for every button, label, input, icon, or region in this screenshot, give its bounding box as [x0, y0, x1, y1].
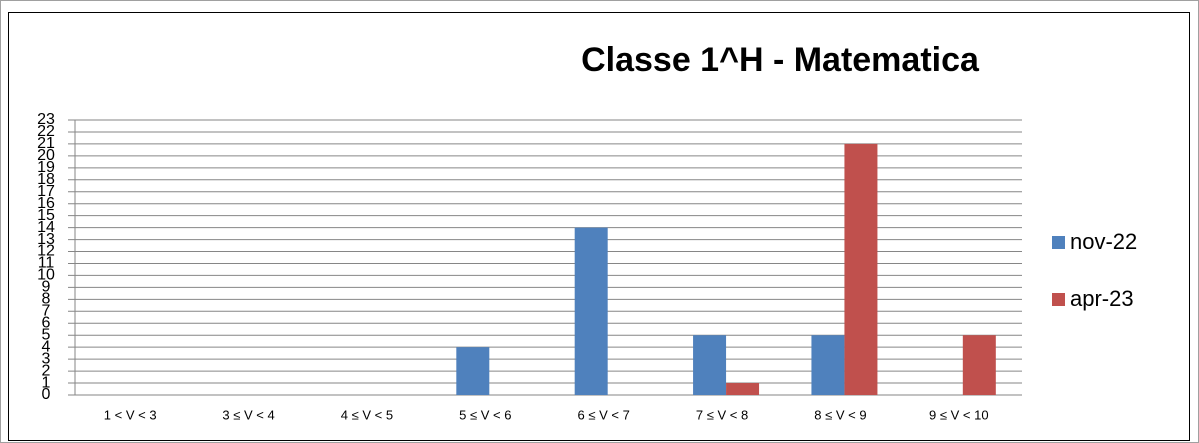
y-tick-label: 20: [37, 147, 55, 164]
legend-label: apr-23: [1070, 286, 1134, 311]
y-tick-label: 15: [37, 207, 55, 224]
bar: [574, 227, 608, 395]
x-tick-label: 5 ≤ V < 6: [459, 407, 511, 422]
x-tick-label: 9 ≤ V < 10: [929, 407, 989, 422]
y-tick-label: 0: [42, 386, 51, 403]
x-tick-label: 8 ≤ V < 9: [814, 407, 866, 422]
y-tick-label: 17: [37, 183, 55, 200]
bar: [844, 143, 878, 395]
y-tick-label: 6: [42, 314, 51, 331]
y-tick-label: 5: [42, 326, 51, 343]
y-tick-label: 11: [38, 255, 55, 272]
y-tick-label: 16: [37, 195, 55, 212]
y-tick-label: 2: [42, 362, 51, 379]
y-tick-label: 19: [37, 159, 55, 176]
y-tick-label: 10: [37, 267, 55, 284]
y-tick-label: 13: [37, 231, 55, 248]
y-tick-label: 3: [42, 350, 51, 367]
y-tick-label: 14: [37, 219, 55, 236]
bar: [811, 335, 845, 395]
y-tick-label: 4: [42, 338, 51, 355]
x-tick-label: 4 ≤ V < 5: [341, 407, 393, 422]
y-tick-label: 18: [37, 171, 55, 188]
y-tick-label: 9: [42, 279, 51, 296]
y-tick-label: 12: [37, 243, 55, 260]
y-tick-label: 22: [37, 123, 55, 140]
bar: [726, 383, 760, 395]
x-tick-label: 1 < V < 3: [104, 407, 157, 422]
x-tick-label: 6 ≤ V < 7: [578, 407, 630, 422]
legend-swatch: [1052, 236, 1065, 249]
x-tick-label: 3 ≤ V < 4: [222, 407, 274, 422]
chart-title: Classe 1^H - Matematica: [581, 41, 980, 79]
y-tick-label: 1: [42, 374, 51, 391]
y-tick-label: 21: [37, 135, 55, 152]
legend-swatch: [1052, 293, 1065, 306]
bar: [456, 347, 490, 395]
y-tick-label: 7: [42, 303, 51, 320]
y-tick-label: 23: [37, 111, 55, 128]
bar: [693, 335, 727, 395]
x-tick-label: 7 ≤ V < 8: [696, 407, 748, 422]
bar: [962, 335, 996, 395]
legend-label: nov-22: [1070, 229, 1137, 254]
y-tick-label: 8: [42, 291, 51, 308]
